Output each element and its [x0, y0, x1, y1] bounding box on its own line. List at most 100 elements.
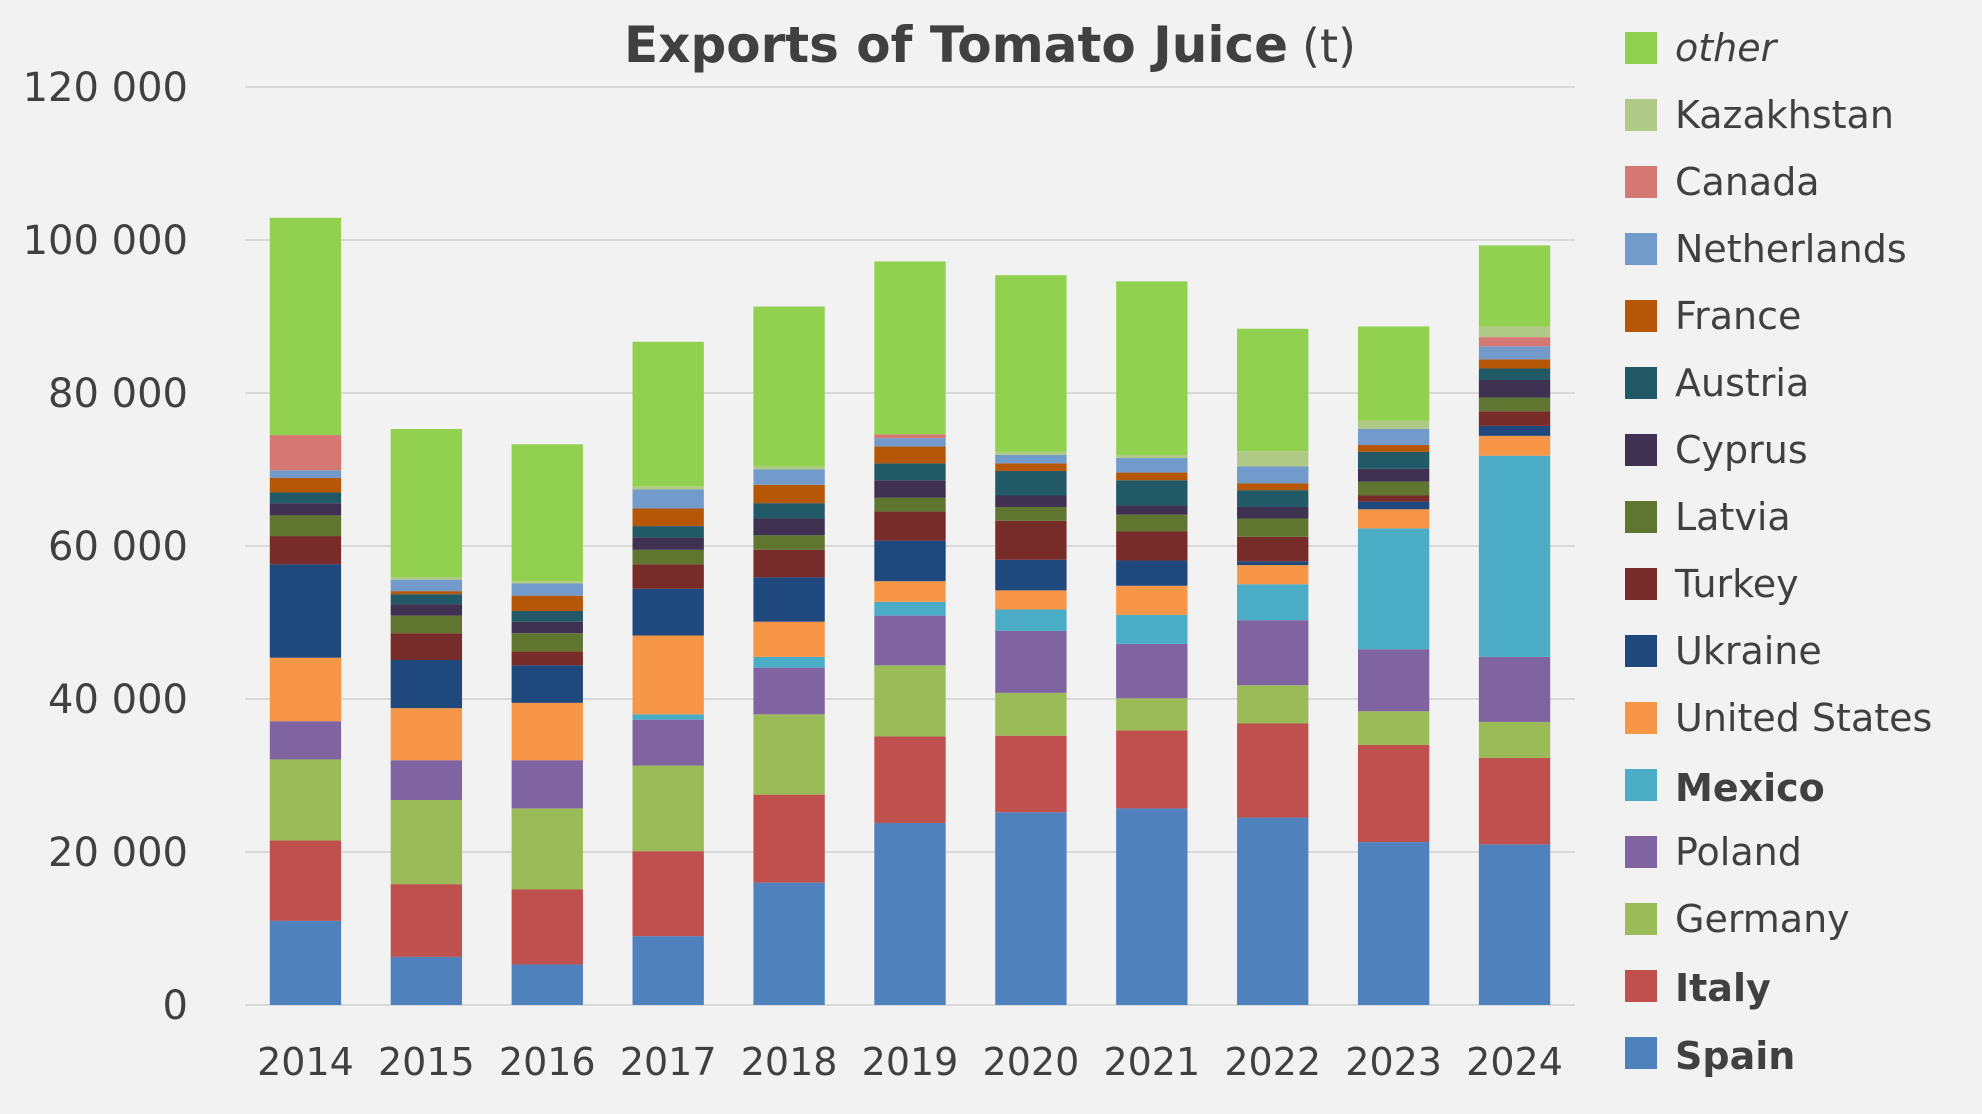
bar-segment-spain-2016 [511, 964, 583, 1005]
bar-segment-netherlands-2023 [1357, 428, 1430, 446]
bar-segment-austria-2016 [511, 611, 583, 622]
bar-segment-cyprus-2016 [511, 621, 583, 634]
bar-segment-kazakhstan-2016 [511, 581, 583, 584]
bar-segment-germany-2020 [995, 692, 1067, 736]
bar-segment-france-2021 [1116, 472, 1188, 481]
bar-segment-united-states-2016 [511, 702, 583, 761]
legend-label: Cyprus [1675, 428, 1808, 472]
x-tick-label: 2022 [1224, 1040, 1321, 1084]
bar-segment-kazakhstan-2024 [1478, 326, 1551, 338]
bar-segment-austria-2023 [1357, 451, 1430, 469]
bar-segment-austria-2015 [390, 594, 463, 605]
bar-segment-united-states-2014 [269, 657, 342, 722]
bar-segment-italy-2021 [1116, 730, 1188, 809]
y-tick-label: 120 000 [23, 65, 188, 111]
bar-segment-cyprus-2018 [753, 518, 825, 536]
bar-segment-germany-2018 [753, 714, 825, 795]
bar-segment-turkey-2020 [995, 520, 1067, 560]
bar-segment-poland-2016 [511, 760, 583, 809]
bar-segment-turkey-2023 [1357, 495, 1430, 502]
bar-segment-canada-2014 [269, 435, 342, 471]
bar-segment-other-2018 [753, 306, 825, 467]
legend-label: Kazakhstan [1675, 93, 1894, 137]
bar-segment-austria-2014 [269, 492, 342, 504]
bar-segment-austria-2017 [632, 526, 704, 538]
bar-segment-other-2023 [1357, 326, 1430, 421]
bar-segment-poland-2024 [1478, 656, 1551, 722]
bar-segment-cyprus-2023 [1357, 468, 1430, 482]
x-tick-label: 2015 [378, 1040, 475, 1084]
legend-swatch [1625, 166, 1657, 198]
bar-segment-italy-2015 [390, 884, 463, 957]
bar-segment-cyprus-2022 [1237, 506, 1309, 519]
bar-segment-netherlands-2021 [1116, 458, 1188, 473]
legend-swatch [1625, 367, 1657, 399]
bar-segment-latvia-2020 [995, 506, 1067, 521]
x-tick-label: 2017 [620, 1040, 717, 1084]
bar-segment-cyprus-2020 [995, 495, 1067, 507]
bar-segment-other-2024 [1478, 245, 1551, 327]
bar-segment-germany-2022 [1237, 685, 1309, 724]
bar-segment-ukraine-2017 [632, 588, 704, 636]
legend-swatch [1625, 32, 1657, 64]
bar-segment-turkey-2019 [874, 511, 946, 541]
bar-segment-united-states-2019 [874, 581, 946, 602]
bar-segment-latvia-2014 [269, 515, 342, 537]
bar-segment-kazakhstan-2018 [753, 466, 825, 470]
legend-swatch [1625, 233, 1657, 265]
bar-segment-ukraine-2021 [1116, 560, 1188, 586]
bar-segment-ukraine-2023 [1357, 501, 1430, 510]
bar-segment-kazakhstan-2015 [390, 577, 463, 580]
bar-segment-poland-2020 [995, 630, 1067, 693]
bar-segment-austria-2019 [874, 463, 946, 481]
bar-segment-latvia-2021 [1116, 514, 1188, 532]
bar-segment-mexico-2023 [1357, 528, 1430, 650]
x-tick-label: 2019 [862, 1040, 959, 1084]
bar-segment-netherlands-2016 [511, 583, 583, 596]
bar-segment-turkey-2021 [1116, 531, 1188, 561]
bar-segment-cyprus-2014 [269, 503, 342, 516]
x-tick-label: 2024 [1466, 1040, 1563, 1084]
bar-segment-france-2018 [753, 484, 825, 504]
legend-swatch [1625, 635, 1657, 667]
legend-swatch [1625, 1037, 1657, 1069]
bar-segment-spain-2022 [1237, 817, 1309, 1005]
bar-segment-united-states-2024 [1478, 435, 1551, 456]
bar-segment-poland-2015 [390, 760, 463, 800]
bar-segment-france-2017 [632, 508, 704, 527]
bar-segment-turkey-2015 [390, 633, 463, 660]
bar-segment-kazakhstan-2021 [1116, 454, 1188, 459]
chart-title-unit: (t) [1302, 19, 1356, 73]
bar-segment-mexico-2019 [874, 601, 946, 616]
bar-segment-united-states-2020 [995, 590, 1067, 610]
bar-segment-spain-2017 [632, 936, 704, 1005]
bar-segment-netherlands-2024 [1478, 346, 1551, 360]
x-tick-label: 2016 [499, 1040, 596, 1084]
bar-segment-italy-2022 [1237, 723, 1309, 818]
x-tick-label: 2014 [257, 1040, 354, 1084]
bar-segment-france-2024 [1478, 359, 1551, 369]
legend-label: Germany [1675, 897, 1850, 941]
bar-segment-united-states-2018 [753, 621, 825, 657]
bar-segment-latvia-2024 [1478, 397, 1551, 412]
bar-segment-other-2014 [269, 217, 342, 436]
bar-segment-germany-2021 [1116, 698, 1188, 731]
bar-segment-canada-2019 [874, 434, 946, 439]
y-tick-label: 40 000 [48, 677, 188, 723]
bar-segment-kazakhstan-2017 [632, 486, 704, 490]
bar-segment-turkey-2014 [269, 536, 342, 565]
legend-swatch [1625, 501, 1657, 533]
bar-segment-netherlands-2017 [632, 489, 704, 509]
bar-segment-mexico-2017 [632, 714, 704, 720]
bar-segment-france-2023 [1357, 445, 1430, 452]
y-tick-label: 100 000 [23, 218, 188, 264]
bar-segment-cyprus-2017 [632, 537, 704, 550]
bar-segment-latvia-2017 [632, 549, 704, 565]
bar-segment-italy-2020 [995, 735, 1067, 813]
chart-title-main: Exports of Tomato Juice [624, 16, 1288, 74]
bar-segment-netherlands-2019 [874, 438, 946, 447]
bar-segment-germany-2014 [269, 759, 342, 841]
bar-segment-turkey-2016 [511, 651, 583, 666]
bar-segment-latvia-2022 [1237, 518, 1309, 537]
